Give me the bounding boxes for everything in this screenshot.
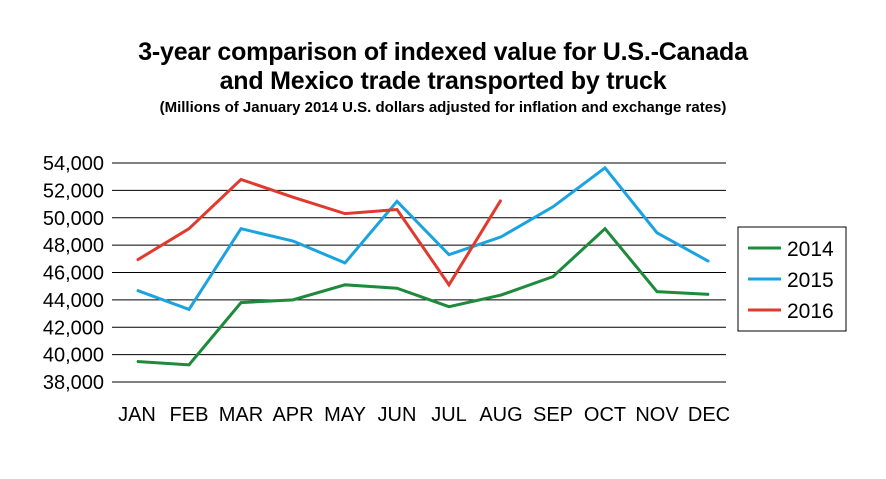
- data-point-2015-JUN: [396, 200, 398, 202]
- chart-title-line-1: 3-year comparison of indexed value for U…: [138, 38, 748, 66]
- data-point-2014-AUG: [500, 294, 502, 296]
- data-point-2014-JUL: [448, 306, 450, 308]
- data-point-2016-AUG: [500, 199, 502, 201]
- data-point-2015-JAN: [136, 289, 138, 291]
- data-point-2016-JAN: [136, 259, 138, 261]
- x-tick-label: SEP: [533, 404, 573, 426]
- chart-title-block: 3-year comparison of indexed value for U…: [0, 38, 886, 118]
- data-point-2014-JUN: [396, 287, 398, 289]
- data-point-2016-MAR: [240, 178, 242, 180]
- x-tick-label: NOV: [635, 404, 679, 426]
- data-point-2015-APR: [292, 240, 294, 242]
- legend: 2014 2015 2016: [737, 226, 847, 332]
- x-tick-label: AUG: [479, 404, 522, 426]
- y-tick-label: 38,000: [43, 372, 104, 394]
- chart-title-line-2: and Mexico trade transported by truck: [219, 67, 667, 95]
- data-point-2014-DEC: [708, 293, 710, 295]
- y-tick-label: 48,000: [43, 235, 104, 257]
- y-axis-ticks: 38,000 40,000 42,000 44,000 46,000 48,000 50,0…: [43, 153, 104, 394]
- y-tick-label: 50,000: [43, 208, 104, 230]
- x-tick-label: JUN: [378, 404, 417, 426]
- x-tick-label: DEC: [688, 404, 730, 426]
- x-tick-label: MAY: [324, 404, 366, 426]
- data-point-2015-NOV: [656, 232, 658, 234]
- series-line-2015: [136, 165, 710, 312]
- x-tick-label: JAN: [118, 404, 156, 426]
- data-point-2015-JUL: [448, 254, 450, 256]
- x-tick-label: OCT: [584, 404, 626, 426]
- data-point-2016-JUL: [448, 284, 450, 286]
- x-tick-label: FEB: [170, 404, 209, 426]
- data-point-2014-OCT: [604, 228, 606, 230]
- y-tick-label: 40,000: [43, 345, 104, 367]
- data-point-2016-JUN: [396, 209, 398, 211]
- legend-label-2016: 2016: [787, 300, 834, 323]
- series-lines: [136, 165, 710, 367]
- data-point-2016-APR: [292, 196, 294, 198]
- series-line-2016: [136, 177, 503, 288]
- data-point-2015-MAY: [344, 262, 346, 264]
- y-tick-label: 54,000: [43, 153, 104, 175]
- data-point-2015-DEC: [708, 261, 710, 263]
- x-tick-label: APR: [272, 404, 313, 426]
- legend-label-2014: 2014: [787, 238, 834, 261]
- data-point-2015-OCT: [604, 167, 606, 169]
- data-point-2015-FEB: [188, 308, 190, 310]
- data-point-2014-NOV: [656, 291, 658, 293]
- data-point-2014-SEP: [552, 276, 554, 278]
- data-point-2016-MAY: [344, 213, 346, 215]
- series-line-2014: [136, 226, 710, 367]
- chart-subtitle: (Millions of January 2014 U.S. dollars a…: [159, 99, 727, 116]
- y-tick-label: 52,000: [43, 180, 104, 202]
- x-tick-label: JUL: [431, 404, 467, 426]
- data-point-2014-APR: [292, 299, 294, 301]
- gridlines: [112, 162, 726, 383]
- y-tick-label: 46,000: [43, 263, 104, 285]
- data-point-2014-FEB: [188, 364, 190, 366]
- data-point-2014-JAN: [136, 360, 138, 362]
- x-axis-ticks: JAN FEB MAR APR MAY JUN JUL AUG SEP OCT NOV DEC: [118, 404, 730, 426]
- data-point-2014-MAY: [344, 284, 346, 286]
- data-point-2016-FEB: [188, 228, 190, 230]
- x-tick-label: MAR: [219, 404, 263, 426]
- legend-label-2015: 2015: [787, 269, 834, 292]
- data-point-2014-MAR: [240, 302, 242, 304]
- y-tick-label: 44,000: [43, 290, 104, 312]
- y-tick-label: 42,000: [43, 317, 104, 339]
- data-point-2015-SEP: [552, 206, 554, 208]
- data-point-2015-MAR: [240, 228, 242, 230]
- data-point-2015-AUG: [500, 236, 502, 238]
